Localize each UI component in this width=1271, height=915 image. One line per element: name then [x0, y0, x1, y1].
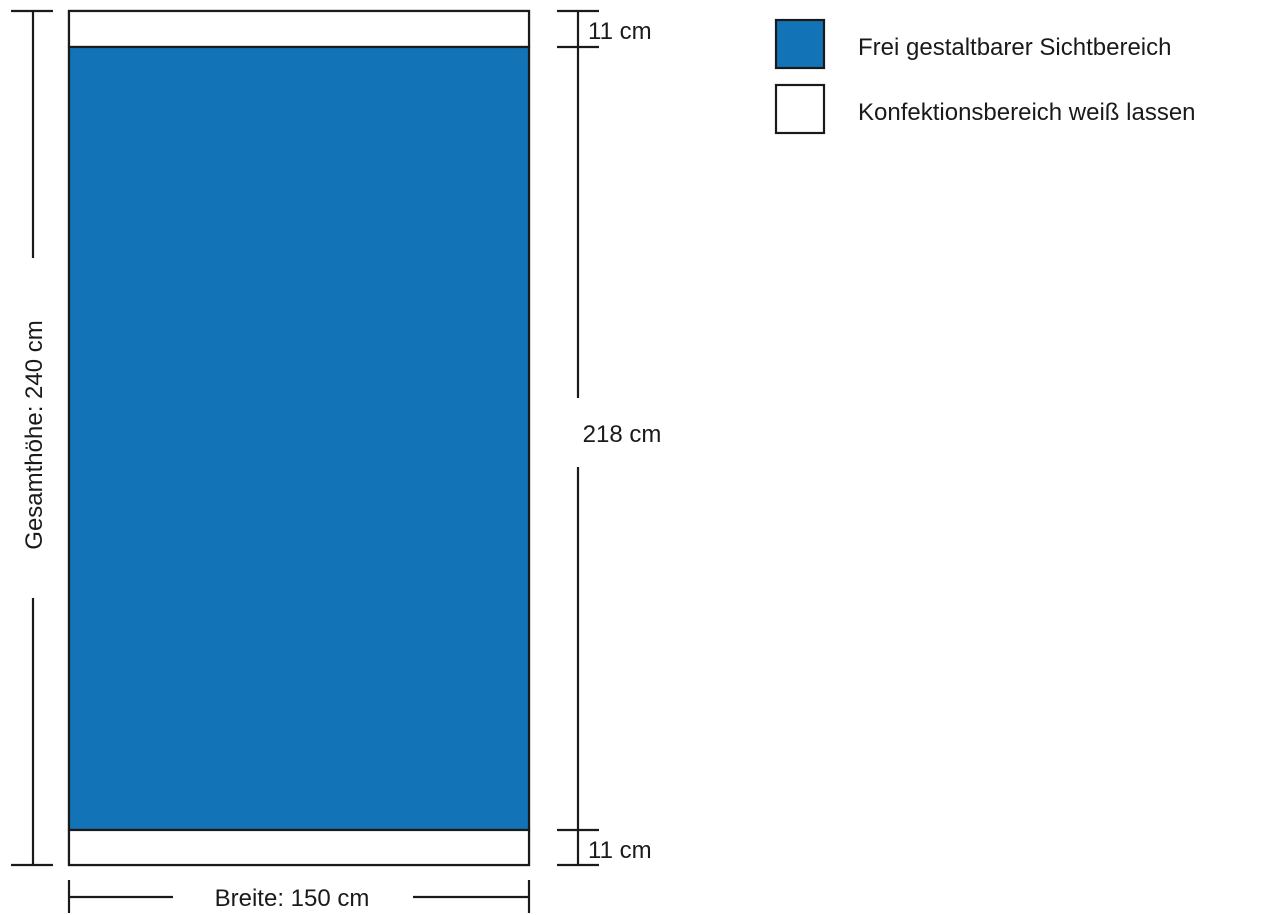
bottom-margin-label: 11 cm — [588, 837, 652, 864]
top-margin-label: 11 cm — [588, 18, 652, 45]
legend-label-finishing-area: Konfektionsbereich weiß lassen — [858, 99, 1196, 126]
legend-swatch-finishing-area — [774, 83, 826, 135]
right-dimension: 11 cm 218 cm 11 cm — [557, 9, 662, 867]
bottom-finishing-area — [67, 828, 531, 867]
top-finishing-area — [67, 9, 531, 49]
width-label: Breite: 150 cm — [215, 885, 370, 912]
legend-label-visible-area: Frei gestaltbarer Sichtbereich — [858, 34, 1171, 61]
legend: Frei gestaltbarer Sichtbereich Konfektio… — [774, 18, 1196, 135]
legend-swatch-visible-area — [774, 18, 826, 70]
total-height-dimension: Gesamthöhe: 240 cm — [11, 9, 53, 867]
total-height-label: Gesamthöhe: 240 cm — [21, 320, 48, 549]
visible-height-label: 218 cm — [583, 421, 662, 448]
visible-area — [67, 45, 531, 832]
width-dimension: Breite: 150 cm — [67, 880, 531, 913]
